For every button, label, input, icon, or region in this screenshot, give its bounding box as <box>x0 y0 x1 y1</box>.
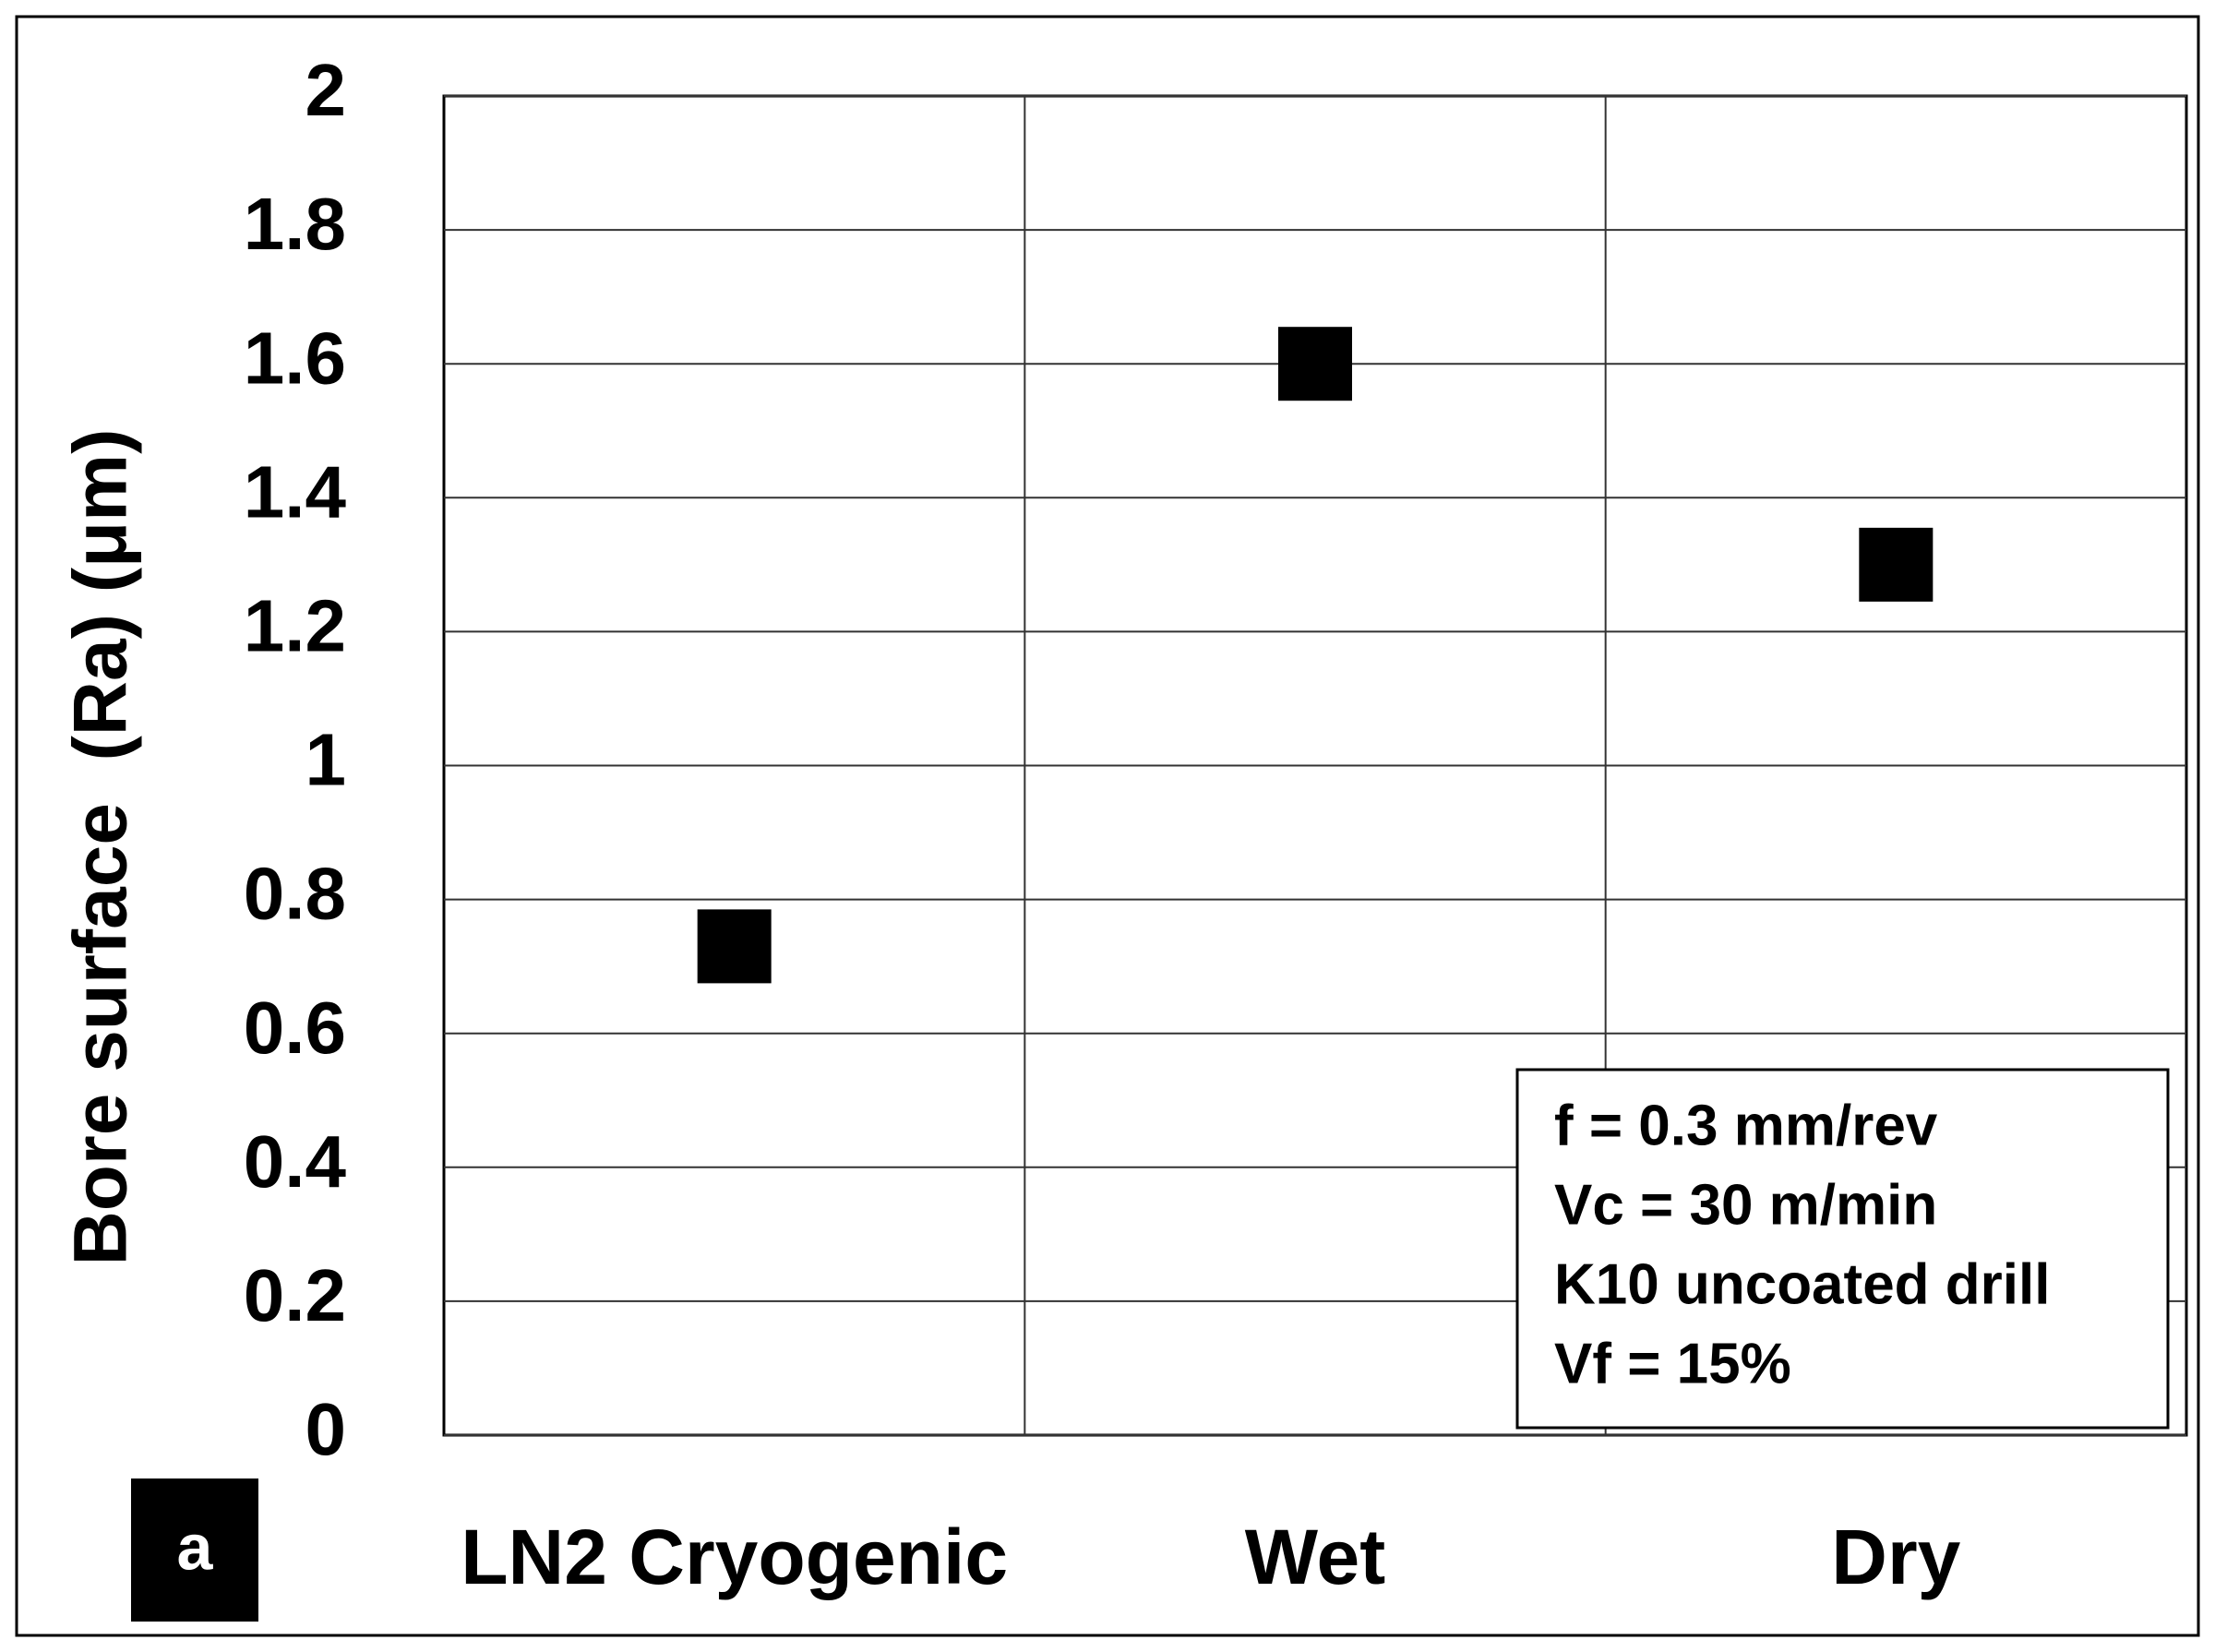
x-tick-label: LN2 Cryogenic <box>461 1514 1008 1600</box>
y-tick-label: 0.2 <box>244 1254 346 1336</box>
y-tick-label: 0 <box>305 1388 347 1470</box>
x-tick-label: Dry <box>1831 1514 1960 1600</box>
y-tick-label: 1.6 <box>244 317 346 399</box>
y-tick-label: 0.6 <box>244 987 346 1069</box>
annotation-box <box>1515 1068 2170 1430</box>
annotation: f = 0.3 mm/rev <box>1554 1094 1938 1157</box>
annotation: Vc = 30 m/min <box>1554 1173 1937 1237</box>
y-tick-label: 1.4 <box>244 450 347 533</box>
y-tick-label: 1 <box>305 719 347 801</box>
panel-label-box <box>131 1478 258 1622</box>
y-tick-label: 2 <box>305 49 347 131</box>
y-tick-label: 0.8 <box>244 853 346 935</box>
panel-label: a <box>177 1511 214 1583</box>
y-tick-label: 1.2 <box>244 585 346 667</box>
marker <box>1278 327 1352 401</box>
marker <box>697 909 772 984</box>
annotations: f = 0.3 mm/rev Vc = 30 m/min K10 uncoated … <box>1554 1094 2050 1395</box>
annotation: K10 uncoated drill <box>1554 1252 2050 1316</box>
y-tick-label: 0.4 <box>244 1120 347 1203</box>
y-axis-label: Bore surface (Ra) (μm) <box>59 429 143 1266</box>
x-tick-label: Wet <box>1245 1514 1385 1600</box>
marker <box>1859 527 1934 602</box>
annotation: Vf = 15% <box>1554 1332 1791 1395</box>
y-tick-label: 1.8 <box>244 183 346 265</box>
